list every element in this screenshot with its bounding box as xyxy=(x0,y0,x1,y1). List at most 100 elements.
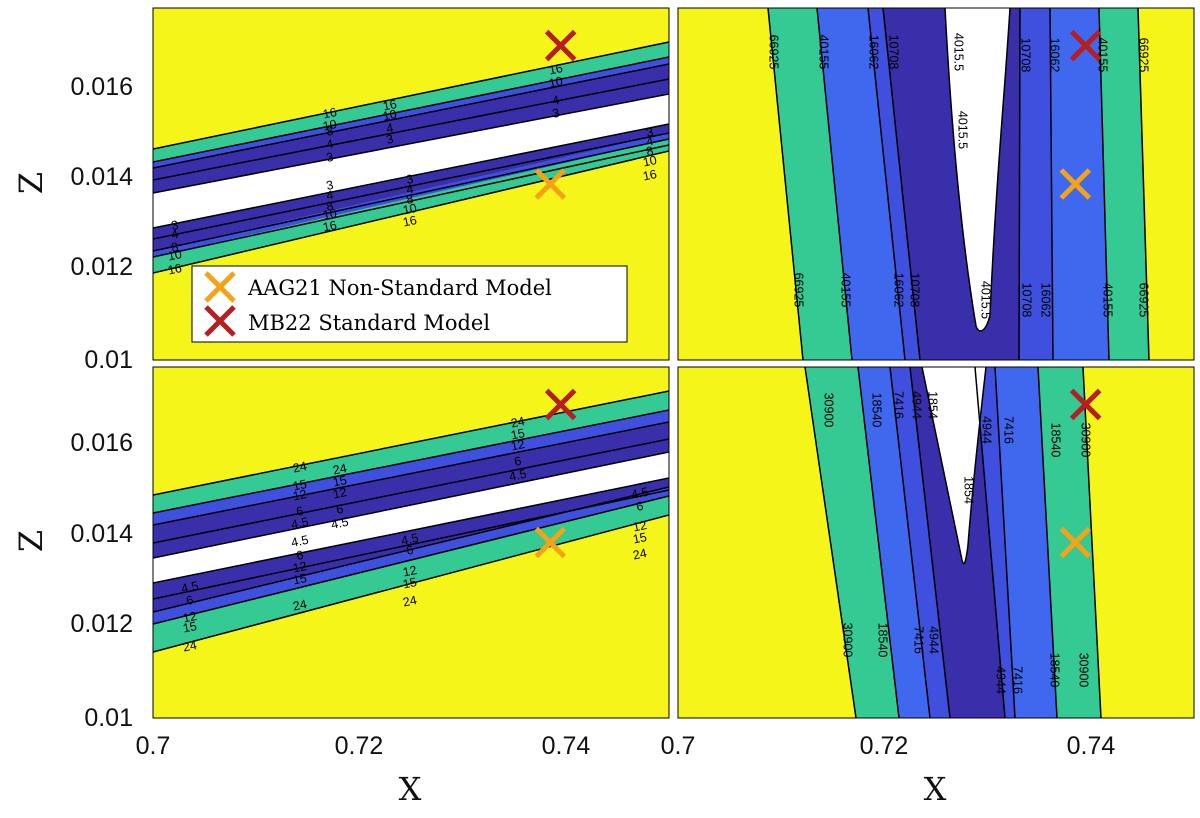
contour-label: 24 xyxy=(402,593,419,610)
contour-line xyxy=(944,8,1011,332)
contour-label: 4.5 xyxy=(290,515,310,532)
legend-item-mb22: MB22 Standard Model xyxy=(204,305,490,337)
contour-line xyxy=(1049,8,1054,360)
contour-line xyxy=(857,367,900,718)
contour-line xyxy=(804,367,857,718)
legend-box xyxy=(191,265,628,343)
contour-line xyxy=(1018,8,1021,360)
marker-x-icon xyxy=(1069,388,1102,421)
contour-band xyxy=(153,94,669,228)
contour-label: 4015.5 xyxy=(956,111,970,149)
contour-label: 8 xyxy=(325,199,335,214)
contour-label: 40155 xyxy=(1096,38,1110,73)
contour-line xyxy=(153,514,669,653)
contour-label: 10708 xyxy=(908,273,922,308)
contour-label: 10 xyxy=(322,117,339,134)
contour-line xyxy=(153,138,669,252)
x-tick-label: 0.7 xyxy=(136,732,171,760)
contour-label: 6 xyxy=(335,502,345,517)
contour-line xyxy=(153,390,669,496)
contour-label: 18540 xyxy=(870,393,884,428)
contour-label: 12 xyxy=(182,609,199,626)
contour-label: 16062 xyxy=(1048,38,1062,73)
x-tick-label: 0.74 xyxy=(542,732,591,760)
contour-label: 16 xyxy=(548,61,565,78)
contour-label: 40155 xyxy=(817,35,831,70)
contour-label: 12 xyxy=(402,563,419,580)
contour-label: 7416 xyxy=(892,391,906,419)
contour-line xyxy=(153,132,669,240)
marker-x-icon xyxy=(534,168,567,200)
contour-label: 16062 xyxy=(867,35,881,70)
contour-label: 7416 xyxy=(1002,416,1016,444)
contour-label: 16062 xyxy=(892,273,906,308)
contour-labels: 66925 40155 16062 10708 4015.5 4015.5 10708 160… xyxy=(767,33,1151,149)
contour-label: 4.5 xyxy=(400,531,420,548)
contour-label: 10 xyxy=(322,206,339,223)
legend-marker-x-icon xyxy=(204,305,236,337)
contour-label: 15 xyxy=(292,477,309,494)
contour-label: 18540 xyxy=(1048,653,1062,688)
contour-label: 6 xyxy=(295,504,305,519)
x-axis-label: X xyxy=(924,770,947,808)
contour-line xyxy=(153,150,669,274)
contour-label: 66925 xyxy=(792,273,806,308)
y-tick-label: 0.014 xyxy=(70,163,133,191)
y-axis-label: Z xyxy=(12,530,50,552)
contour-label: 30900 xyxy=(822,393,836,428)
x-tick-label: 0.72 xyxy=(860,732,909,760)
contour-line xyxy=(889,367,931,718)
contour-label: 40155 xyxy=(1101,283,1115,318)
contour-line xyxy=(1098,8,1110,360)
contour-label: 4015.5 xyxy=(952,33,966,71)
y-tick-label: 0.012 xyxy=(70,253,133,281)
contour-label: 3 xyxy=(551,106,561,121)
y-tick-label: 0.01 xyxy=(84,346,133,374)
contour-label: 30900 xyxy=(1079,423,1093,458)
contour-label: 24 xyxy=(292,597,309,614)
contour-lines xyxy=(804,367,1102,718)
contour-label: 4944 xyxy=(994,666,1008,694)
contour-label: 3 xyxy=(325,150,335,165)
y-tick-label: 0.014 xyxy=(70,520,133,548)
contour-lines xyxy=(153,390,669,653)
contour-label: 4.5 xyxy=(290,533,310,550)
y-tick-label: 0.016 xyxy=(70,73,133,101)
contour-label: 12 xyxy=(632,518,649,535)
legend-marker-x-icon xyxy=(204,271,236,303)
contour-line xyxy=(1037,367,1058,718)
contour-label: 15 xyxy=(292,571,309,588)
x-tick-label: 0.72 xyxy=(335,732,384,760)
contour-label: 66925 xyxy=(767,35,781,70)
contour-label: 6 xyxy=(405,543,415,558)
contour-line xyxy=(909,367,951,718)
contour-label: 15 xyxy=(332,473,349,490)
y-tick-label: 0.016 xyxy=(70,429,133,457)
contour-line xyxy=(816,8,853,360)
contour-lines xyxy=(767,8,1150,360)
contour-label: 10 xyxy=(402,201,419,218)
y-tick-label: 0.012 xyxy=(70,610,133,638)
legend: AAG21 Non-Standard Model MB22 Standard M… xyxy=(191,265,628,343)
contour-label: 4 xyxy=(325,137,335,152)
contour-label: 6 xyxy=(513,454,523,469)
contour-label: 10708 xyxy=(887,35,901,70)
contour-label: 8 xyxy=(645,144,655,159)
contour-label: 6 xyxy=(295,548,305,563)
contour-label: 10 xyxy=(382,107,399,124)
contour-line xyxy=(153,438,669,544)
contour-label: 4.5 xyxy=(508,467,528,484)
marker-x-icon xyxy=(544,388,577,421)
contour-line xyxy=(153,144,669,258)
contour-label: 4 xyxy=(405,182,415,197)
contour-label: 24 xyxy=(632,546,649,563)
contour-line xyxy=(153,477,669,584)
